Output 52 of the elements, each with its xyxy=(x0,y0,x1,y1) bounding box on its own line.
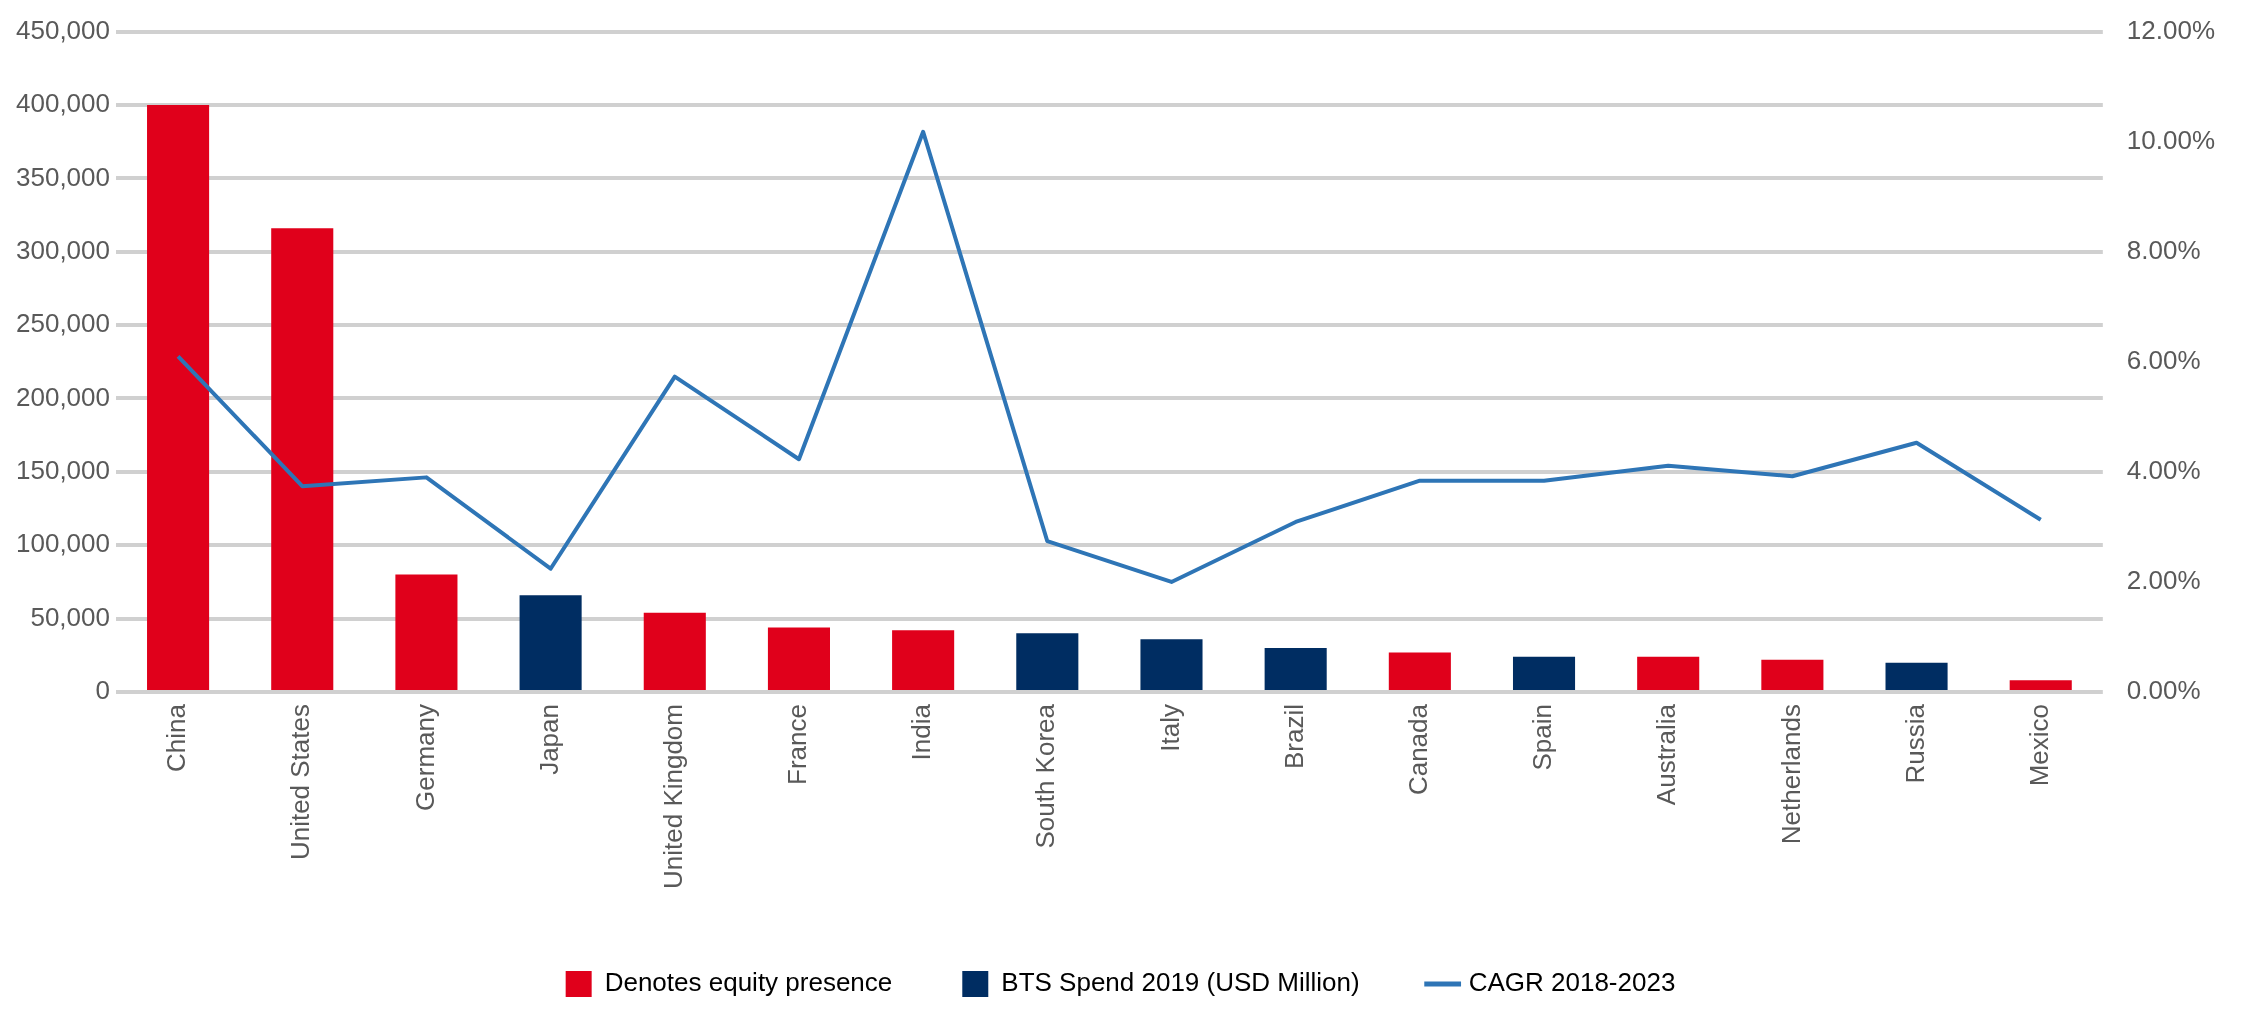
bar xyxy=(1016,633,1079,690)
y-tick-label: 350,000 xyxy=(16,161,110,192)
y-tick-label: 150,000 xyxy=(16,455,110,486)
bar xyxy=(519,595,582,690)
x-tick-label: Russia xyxy=(1899,703,1930,784)
bar xyxy=(1512,656,1576,690)
x-tick-label: Japan xyxy=(533,704,564,775)
x-tick-label: Mexico xyxy=(2023,704,2054,787)
bar xyxy=(271,228,334,690)
y-tick-label: 200,000 xyxy=(16,381,110,412)
y2-tick-label: 0.00% xyxy=(2126,675,2201,706)
y2-tick-label: 2.00% xyxy=(2126,565,2201,596)
x-tick-label: United States xyxy=(285,704,316,861)
bar xyxy=(1264,647,1327,690)
bar xyxy=(1761,659,1824,690)
x-tick-label: Australia xyxy=(1651,703,1682,806)
bar xyxy=(643,612,706,690)
y2-tick-label: 4.00% xyxy=(2126,455,2201,486)
legend-label: BTS Spend 2019 (USD Million) xyxy=(1001,967,1360,998)
x-tick-label: Germany xyxy=(409,704,440,811)
x-tick-label: Italy xyxy=(1154,704,1185,752)
bar xyxy=(1885,662,1948,690)
bar xyxy=(1388,652,1451,690)
y-tick-label: 300,000 xyxy=(16,234,110,265)
y-tick-label: 400,000 xyxy=(16,88,110,119)
x-tick-label: Netherlands xyxy=(1775,704,1806,845)
x-tick-label: India xyxy=(906,703,937,761)
bar xyxy=(1637,656,1700,690)
x-tick-label: Spain xyxy=(1527,704,1558,771)
bar xyxy=(147,104,210,690)
y-tick-label: 50,000 xyxy=(30,601,110,632)
x-tick-label: South Korea xyxy=(1030,703,1061,849)
bar xyxy=(892,630,955,690)
y2-tick-label: 12.00% xyxy=(2126,14,2216,45)
bar xyxy=(2009,680,2072,690)
y-tick-label: 250,000 xyxy=(16,308,110,339)
bar xyxy=(395,574,458,690)
x-tick-label: China xyxy=(161,703,192,772)
x-tick-label: United Kingdom xyxy=(657,704,688,889)
x-tick-label: Brazil xyxy=(1278,704,1309,770)
y2-tick-label: 6.00% xyxy=(2126,344,2201,375)
y-tick-label: 0 xyxy=(95,675,110,706)
legend-label: CAGR 2018-2023 xyxy=(1468,967,1676,998)
y2-tick-label: 8.00% xyxy=(2126,234,2201,265)
bar xyxy=(767,627,830,690)
x-tick-label: Canada xyxy=(1403,703,1434,796)
y-tick-label: 100,000 xyxy=(16,528,110,559)
y-tick-label: 450,000 xyxy=(16,14,110,45)
legend-label: Denotes equity presence xyxy=(604,967,893,998)
y2-tick-label: 10.00% xyxy=(2126,124,2216,155)
x-tick-label: France xyxy=(782,704,813,785)
bar xyxy=(1140,639,1203,690)
